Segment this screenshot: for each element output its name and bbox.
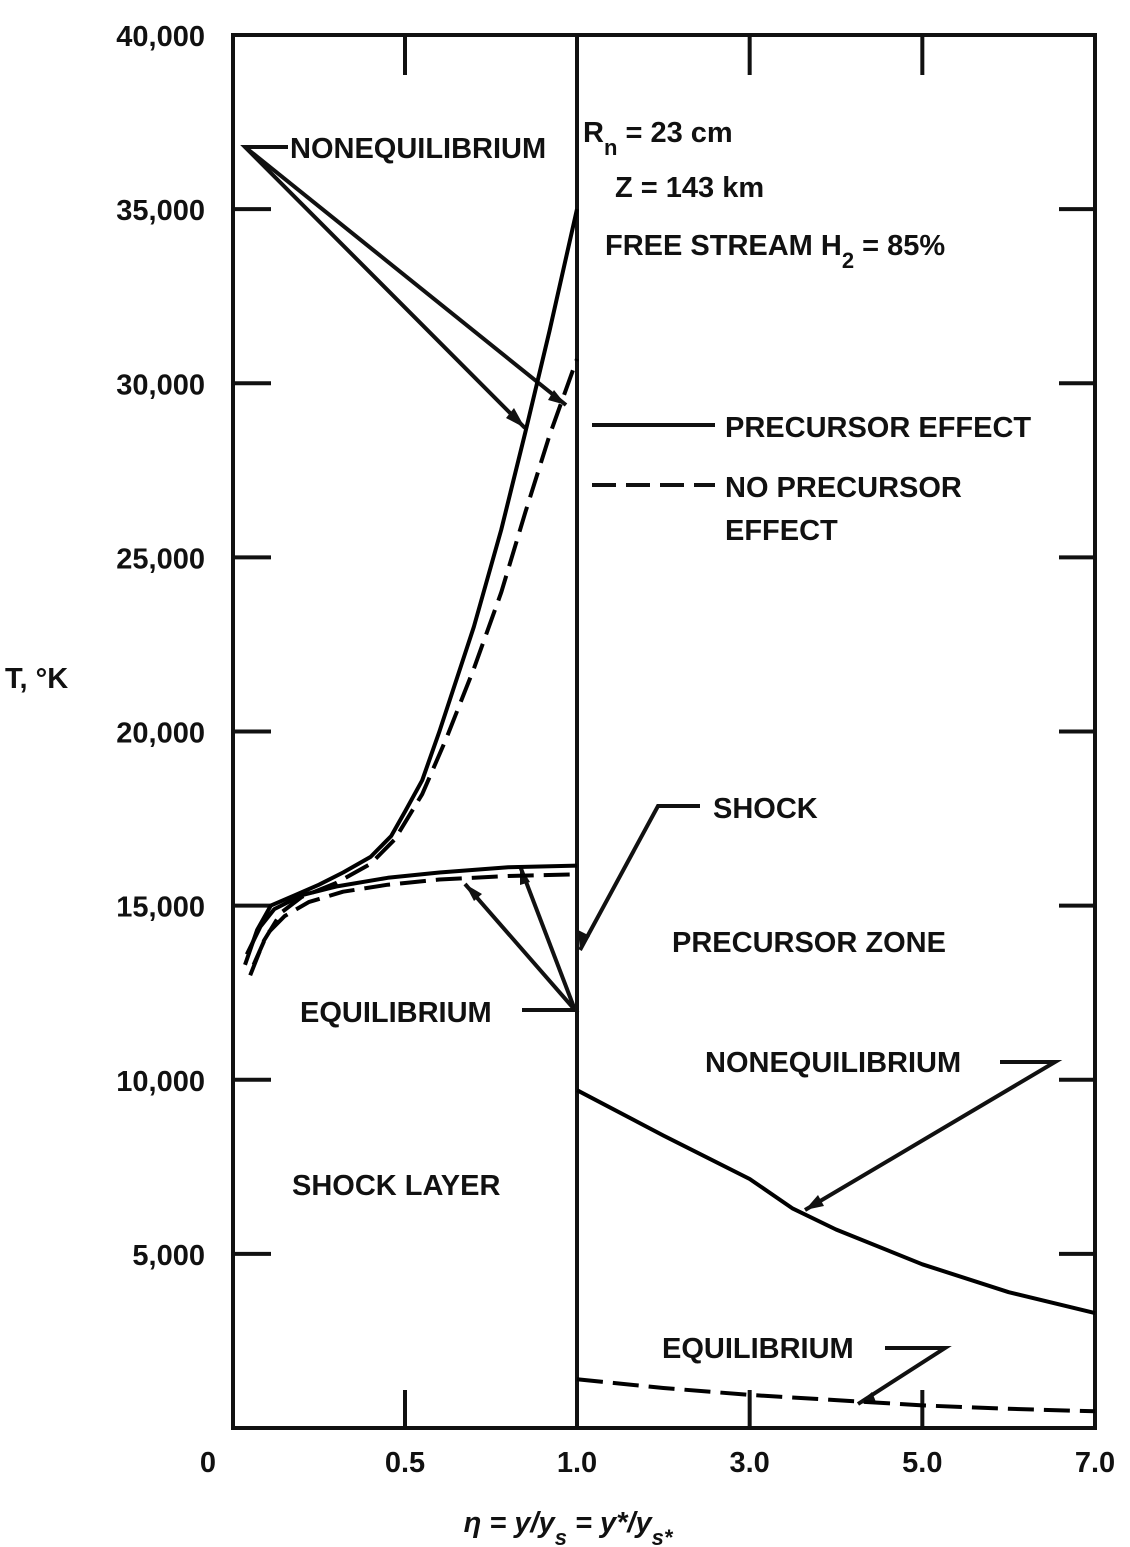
text-part: = y*/y (567, 1507, 654, 1539)
annotation: EQUILIBRIUM (300, 997, 492, 1029)
series-line (243, 208, 579, 966)
series-line (248, 358, 579, 977)
annotation: EQUILIBRIUM (662, 1333, 854, 1365)
text-part: NONEQUILIBRIUM (705, 1047, 961, 1079)
series-line (576, 1377, 1096, 1414)
text-part: NONEQUILIBRIUM (290, 133, 546, 165)
x-tick-label: 7.0 (1075, 1447, 1115, 1479)
series-line (245, 863, 578, 956)
series-line (251, 872, 578, 966)
text-part: EQUILIBRIUM (300, 997, 492, 1029)
legend-label: EFFECT (725, 515, 838, 547)
text-part: SHOCK LAYER (292, 1170, 500, 1202)
text-part: s* (652, 1525, 674, 1547)
annotation: SHOCK LAYER (292, 1170, 500, 1202)
x-tick-label: 0.5 (385, 1447, 425, 1479)
x-tick-label: 0 (200, 1447, 216, 1479)
text-part: = 23 cm (617, 117, 732, 149)
y-tick-label: 25,000 (116, 543, 205, 575)
annotation: NONEQUILIBRIUM (705, 1047, 961, 1079)
y-tick-label: 10,000 (116, 1066, 205, 1098)
annotation: FREE STREAM H2 = 85% (605, 230, 945, 273)
text-part: EQUILIBRIUM (662, 1333, 854, 1365)
legend-label: NO PRECURSOR (725, 472, 962, 504)
text-part: s (555, 1525, 567, 1547)
y-tick-label: 5,000 (132, 1240, 205, 1272)
text-part: Z = 143 km (615, 172, 764, 204)
text-part: PRECURSOR ZONE (672, 927, 946, 959)
annotation: NONEQUILIBRIUM (290, 133, 546, 165)
x-axis-label: η = y/ys = y*/ys* (464, 1507, 674, 1547)
annotation: PRECURSOR ZONE (672, 927, 946, 959)
text-part: R (583, 117, 604, 149)
y-tick-label: 15,000 (116, 892, 205, 924)
annotation-arrows (240, 145, 1063, 1406)
y-axis-label: T, °K (5, 663, 68, 695)
text-part: 2 (842, 248, 854, 273)
legend-label: PRECURSOR EFFECT (725, 412, 1031, 444)
text-part: = 85% (854, 230, 945, 262)
x-tick-label: 5.0 (902, 1447, 942, 1479)
y-tick-label: 30,000 (116, 369, 205, 401)
x-tick-label: 1.0 (557, 1447, 597, 1479)
text-part: SHOCK (713, 793, 818, 825)
text-part: n (604, 135, 617, 160)
annotation: Z = 143 km (615, 172, 764, 204)
y-tick-label: 40,000 (116, 21, 205, 53)
annotation: Rn = 23 cm (583, 117, 733, 160)
x-tick-label: 3.0 (730, 1447, 770, 1479)
series-line (576, 1088, 1096, 1316)
y-tick-label: 35,000 (116, 195, 205, 227)
annotation: SHOCK (713, 793, 818, 825)
text-part: FREE STREAM H (605, 230, 842, 262)
text-part: η = y/y (464, 1507, 557, 1539)
y-tick-label: 20,000 (116, 718, 205, 750)
